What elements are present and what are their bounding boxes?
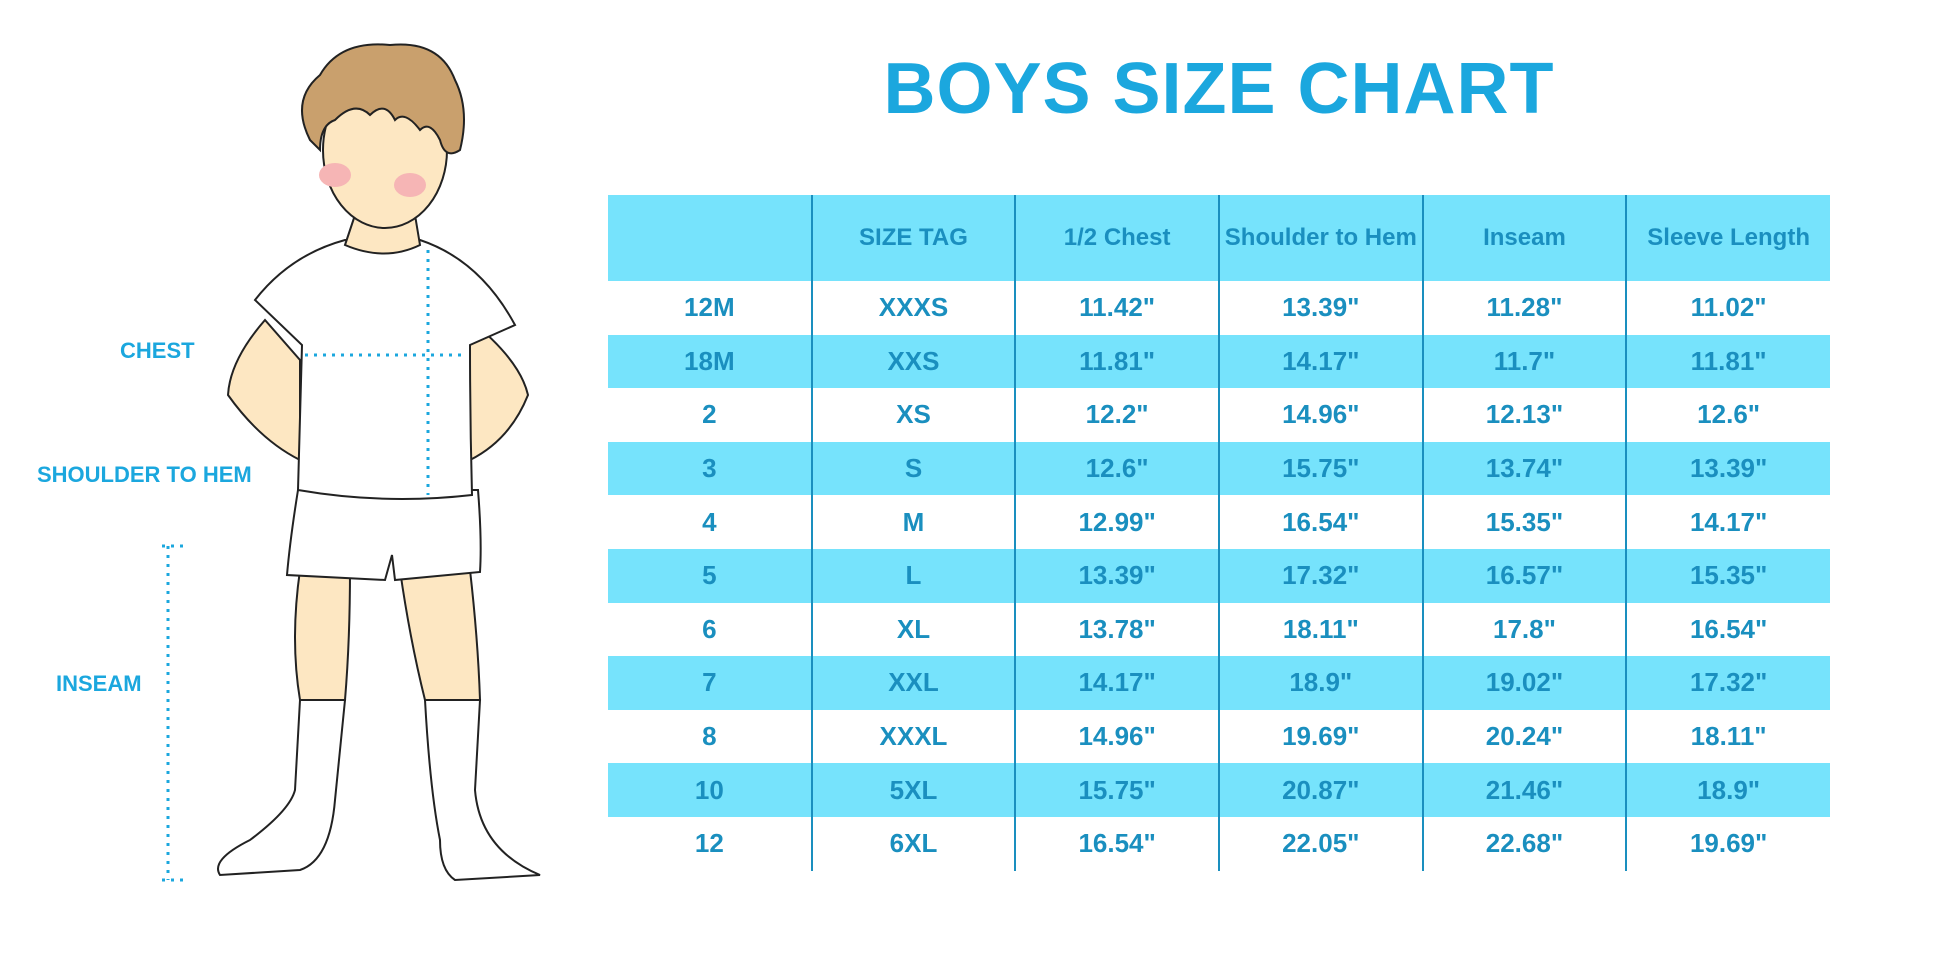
table-cell: 8	[702, 721, 717, 752]
table-cell: 18M	[608, 334, 812, 389]
table-row: 10 5XL 15.75" 20.87" 21.46" 18.9"	[608, 763, 1830, 817]
table-cell: 18.9"	[1217, 656, 1423, 710]
table-cell: S	[810, 441, 1016, 496]
table-cell: 21.46"	[1421, 763, 1627, 817]
inseam-label: INSEAM	[56, 671, 142, 696]
column-header: Inseam	[1421, 195, 1627, 281]
table-cell: 2	[702, 399, 717, 430]
table-cell: 6	[702, 613, 717, 644]
table-cell: 19.02"	[1421, 656, 1627, 710]
table-cell: 15.35"	[1625, 548, 1830, 603]
table-cell: XXXL	[810, 709, 1016, 764]
table-cell: L	[810, 548, 1016, 603]
table-cell: 20.24"	[1421, 709, 1627, 764]
table-cell: 13.78"	[1014, 602, 1219, 657]
table-cell: 11.81"	[1014, 334, 1219, 389]
table-cell: 11.7"	[1421, 334, 1627, 389]
shoulder-to-hem-label: SHOULDER TO HEM	[37, 462, 252, 487]
table-cell: 5	[608, 548, 812, 603]
table-cell: XXXS	[810, 281, 1016, 335]
table-header-row: SIZE TAG 1/2 Chest Shoulder to Hem Inseam Sl…	[608, 195, 1830, 281]
table-cell: 18.11"	[1217, 602, 1423, 657]
table-row: 12M XXXS 11.42" 13.39" 11.28" 11.02"	[608, 281, 1830, 335]
table-cell: 7	[608, 656, 812, 710]
table-cell: 14.96"	[1217, 388, 1423, 442]
column-header: Sleeve Length	[1625, 195, 1830, 281]
table-cell: 16.57"	[1421, 548, 1627, 603]
table-cell: 12.2"	[1014, 388, 1219, 442]
table-cell: 14.17"	[1625, 495, 1830, 549]
table-cell: 11.02"	[1625, 281, 1830, 335]
table-cell: 18.11"	[1625, 709, 1830, 764]
table-cell: 14.17"	[1217, 334, 1423, 389]
column-header: 1/2 Chest	[1014, 195, 1219, 281]
table-cell: 10	[608, 763, 812, 817]
table-row: 6 XL 13.78" 18.11" 17.8" 16.54"	[608, 602, 1830, 657]
table-cell: 22.68"	[1421, 816, 1627, 871]
table-cell: 11.81"	[1625, 334, 1830, 389]
table-cell: 12.99"	[1014, 495, 1219, 549]
table-row: 8 XXXL 14.96" 19.69" 20.24" 18.11"	[608, 709, 1830, 764]
table-cell: 5XL	[810, 763, 1016, 817]
table-row: 3 S 12.6" 15.75" 13.74" 13.39"	[608, 441, 1830, 496]
table-cell: XXS	[810, 334, 1016, 389]
table-cell: 15.75"	[1217, 441, 1423, 496]
table-cell: 17.32"	[1217, 548, 1423, 603]
table-cell: 16.54"	[1217, 495, 1423, 549]
table-cell: 18.9"	[1625, 763, 1830, 817]
table-cell: 12.13"	[1421, 388, 1627, 442]
table-cell: 16.54"	[1625, 602, 1830, 657]
table-cell: 14.17"	[1014, 656, 1219, 710]
table-row: 12 6XL 16.54" 22.05" 22.68" 19.69"	[608, 816, 1830, 871]
table-cell: 12M	[684, 292, 735, 323]
table-row: 2 XS 12.2" 14.96" 12.13" 12.6"	[608, 388, 1830, 442]
table-row: 4 M 12.99" 16.54" 15.35" 14.17"	[608, 495, 1830, 549]
table-cell: 13.39"	[1014, 548, 1219, 603]
table-cell: 11.42"	[1014, 281, 1219, 335]
table-cell: 15.75"	[1014, 763, 1219, 817]
table-cell: M	[810, 495, 1016, 549]
table-cell: 22.05"	[1217, 816, 1423, 871]
table-cell: XS	[810, 388, 1016, 442]
table-cell: 13.74"	[1421, 441, 1627, 496]
size-table: SIZE TAG 1/2 Chest Shoulder to Hem Inseam Sl…	[608, 195, 1830, 871]
table-cell: 15.35"	[1421, 495, 1627, 549]
table-cell: 12.6"	[1014, 441, 1219, 496]
table-cell: XXL	[810, 656, 1016, 710]
table-cell: 4	[702, 506, 717, 537]
table-row: 5 L 13.39" 17.32" 16.57" 15.35"	[608, 548, 1830, 603]
table-cell: 12.6"	[1625, 388, 1830, 442]
table-cell: XL	[810, 602, 1016, 657]
table-row: 7 XXL 14.17" 18.9" 19.02" 17.32"	[608, 656, 1830, 710]
table-cell: 13.39"	[1625, 441, 1830, 496]
column-header: SIZE TAG	[810, 195, 1016, 281]
table-cell: 13.39"	[1217, 281, 1423, 335]
table-cell: 12	[694, 828, 724, 859]
table-cell: 19.69"	[1625, 816, 1830, 871]
table-cell: 3	[608, 441, 812, 496]
table-cell: 6XL	[810, 816, 1016, 871]
table-cell: 11.28"	[1421, 281, 1627, 335]
page-title: BOYS SIZE CHART	[883, 49, 1555, 129]
table-cell: 14.96"	[1014, 709, 1219, 764]
table-cell: 19.69"	[1217, 709, 1423, 764]
table-cell: 16.54"	[1014, 816, 1219, 871]
table-row: 18M XXS 11.81" 14.17" 11.7" 11.81"	[608, 334, 1830, 389]
table-cell: 20.87"	[1217, 763, 1423, 817]
column-header	[608, 195, 812, 281]
table-cell: 17.8"	[1421, 602, 1627, 657]
chest-label: CHEST	[120, 338, 195, 363]
table-cell: 17.32"	[1625, 656, 1830, 710]
column-header: Shoulder to Hem	[1217, 195, 1423, 281]
